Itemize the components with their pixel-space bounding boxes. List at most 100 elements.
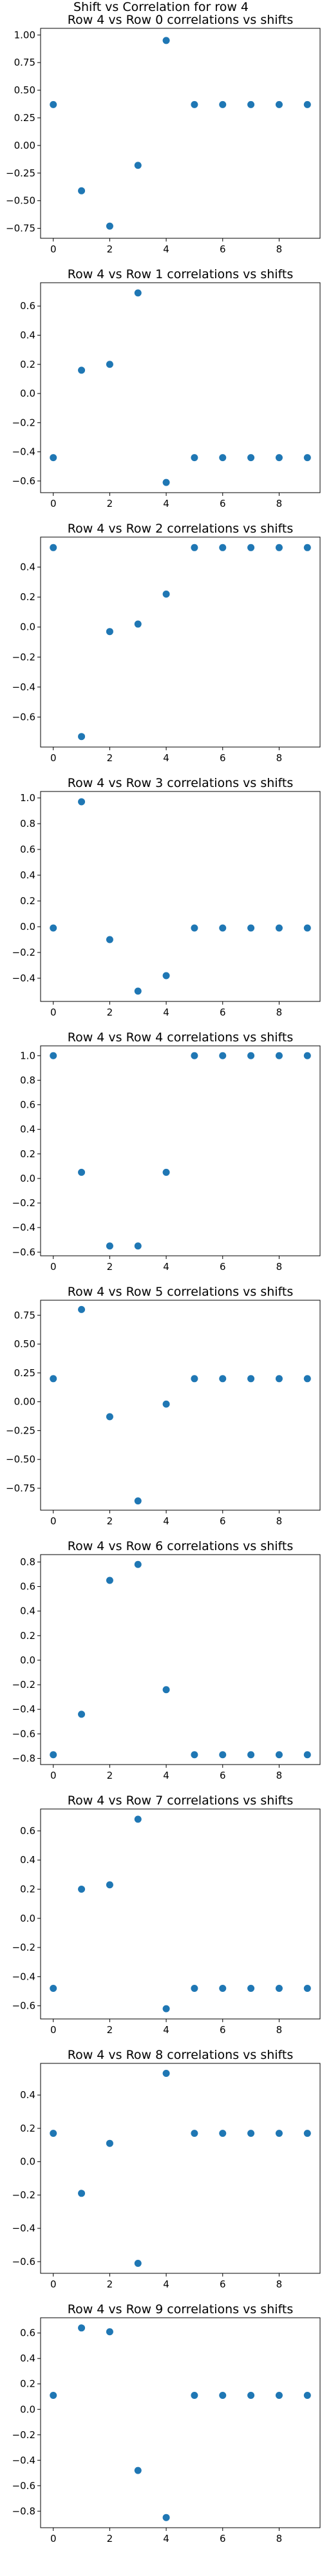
data-point: [219, 454, 226, 461]
data-point: [78, 1169, 85, 1176]
x-tick-label: 0: [50, 1007, 57, 1018]
data-point: [219, 101, 226, 108]
data-point: [106, 361, 113, 368]
y-tick-label: −0.8: [12, 2505, 35, 2517]
y-tick-label: 0.6: [20, 2327, 35, 2339]
x-tick-label: 0: [50, 2533, 57, 2544]
data-point: [163, 1686, 170, 1693]
data-point: [50, 1985, 57, 1992]
data-point: [304, 2130, 311, 2137]
data-point: [50, 1375, 57, 1382]
y-tick-label: 0.4: [20, 562, 35, 573]
y-tick-label: −0.4: [12, 2222, 35, 2234]
y-tick-label: 0.2: [20, 359, 35, 370]
x-tick-label: 4: [163, 2278, 169, 2290]
data-point: [247, 2392, 254, 2399]
y-tick-label: 0.50: [14, 1338, 35, 1350]
axes-frame: [41, 28, 320, 238]
x-tick-label: 2: [107, 2533, 113, 2544]
data-point: [106, 1413, 113, 1420]
data-point: [50, 1052, 57, 1059]
x-tick-label: 2: [107, 1007, 113, 1018]
data-point: [276, 1052, 283, 1059]
x-tick-label: 0: [50, 1770, 57, 1781]
data-point: [247, 1751, 254, 1758]
data-point: [78, 366, 85, 374]
x-tick-label: 4: [163, 1515, 169, 1527]
y-tick-label: −0.6: [12, 1246, 35, 1258]
data-point: [50, 2392, 57, 2399]
y-tick-label: 0.25: [14, 1367, 35, 1379]
y-tick-label: 0.4: [20, 2089, 35, 2101]
x-tick-label: 8: [276, 2533, 283, 2544]
data-point: [276, 544, 283, 551]
x-tick-label: 6: [220, 2278, 226, 2290]
y-tick-label: 0.00: [14, 140, 35, 151]
data-point: [219, 1375, 226, 1382]
data-point: [106, 1242, 113, 1249]
data-point: [50, 1751, 57, 1758]
y-tick-label: −0.2: [12, 2189, 35, 2201]
y-tick-label: 0.0: [20, 2156, 35, 2168]
x-tick-label: 4: [163, 1261, 169, 1273]
x-tick-label: 6: [220, 1515, 226, 1527]
data-point: [247, 2130, 254, 2137]
data-point: [191, 925, 198, 932]
data-point: [219, 1751, 226, 1758]
x-tick-label: 6: [220, 1261, 226, 1273]
y-tick-label: 0.4: [20, 2353, 35, 2364]
x-tick-label: 2: [107, 752, 113, 764]
x-tick-label: 4: [163, 498, 169, 509]
data-point: [135, 289, 142, 296]
x-tick-label: 2: [107, 1261, 113, 1273]
data-point: [247, 454, 254, 461]
data-point: [276, 454, 283, 461]
data-point: [219, 1052, 226, 1059]
data-point: [135, 1815, 142, 1823]
y-tick-label: −0.2: [12, 651, 35, 663]
y-tick-label: −0.4: [12, 972, 35, 984]
data-point: [191, 544, 198, 551]
y-tick-label: 0.0: [20, 388, 35, 399]
data-point: [247, 1985, 254, 1992]
y-tick-label: −0.2: [12, 417, 35, 428]
y-tick-label: 0.4: [20, 330, 35, 341]
y-tick-label: −0.6: [12, 475, 35, 487]
y-tick-label: 0.6: [20, 1581, 35, 1593]
x-tick-label: 8: [276, 1770, 283, 1781]
x-tick-label: 2: [107, 243, 113, 255]
y-tick-label: 0.50: [14, 84, 35, 96]
axes-frame: [41, 2063, 320, 2273]
data-point: [191, 2130, 198, 2137]
data-point: [276, 1375, 283, 1382]
y-tick-label: 0.75: [14, 57, 35, 68]
y-tick-label: −0.4: [12, 2454, 35, 2466]
x-tick-label: 4: [163, 2024, 169, 2036]
data-point: [219, 925, 226, 932]
x-tick-label: 4: [163, 752, 169, 764]
data-point: [50, 925, 57, 932]
data-point: [304, 1375, 311, 1382]
data-point: [163, 1169, 170, 1176]
y-tick-label: −0.2: [12, 1197, 35, 1209]
y-tick-label: 0.6: [20, 1099, 35, 1111]
x-tick-label: 6: [220, 498, 226, 509]
data-point: [163, 2514, 170, 2521]
data-point: [304, 2392, 311, 2399]
subplot-title: Row 4 vs Row 7 correlations vs shifts: [68, 1794, 294, 1808]
subplot-title: Row 4 vs Row 8 correlations vs shifts: [68, 2048, 294, 2062]
data-point: [191, 454, 198, 461]
data-point: [163, 972, 170, 980]
data-point: [106, 936, 113, 943]
x-tick-label: 8: [276, 1261, 283, 1273]
data-point: [50, 454, 57, 461]
data-point: [219, 1985, 226, 1992]
y-tick-label: 1.0: [20, 1050, 35, 1061]
data-point: [304, 454, 311, 461]
x-tick-label: 6: [220, 752, 226, 764]
subplot-title: Row 4 vs Row 1 correlations vs shifts: [68, 267, 294, 281]
subplot-title: Row 4 vs Row 9 correlations vs shifts: [68, 2302, 294, 2316]
y-tick-label: 0.2: [20, 2378, 35, 2390]
y-tick-label: −0.6: [12, 1728, 35, 1739]
data-point: [135, 2260, 142, 2267]
